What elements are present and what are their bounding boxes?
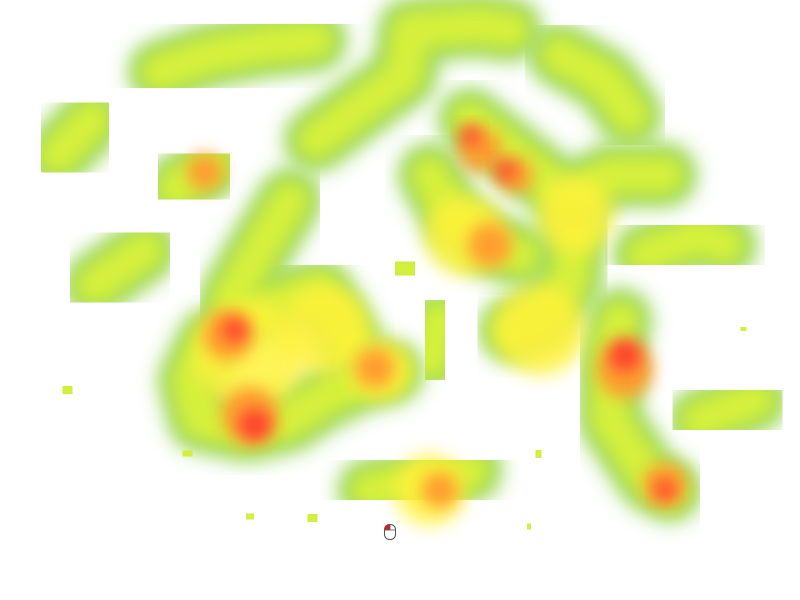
heat-warm-spot [468,223,512,267]
heat-mid-stroke [540,35,650,135]
heat-mid-blob [495,285,585,375]
heat-mid-stroke [517,432,560,476]
heat-hot-core [239,409,271,441]
heat-mid-stroke [38,100,112,175]
heat-mid-blob [280,285,370,375]
heat-layer-hot [187,125,687,508]
heat-mid-stroke [165,432,210,475]
heat-mid-stroke [140,20,335,92]
heat-mid-stroke [680,380,775,440]
heat-mid-stroke [228,495,272,538]
heat-mid-stroke [625,215,745,275]
heat-mid-stroke [75,230,165,305]
heat-hot-core [495,160,515,180]
heat-mid-stroke [410,300,460,380]
heat-mid-stroke [210,180,310,320]
heat-warm-spot [187,154,223,190]
heat-mid-stroke [722,308,765,350]
heat-warm-spot [355,348,395,388]
heat-mid-stroke [45,368,90,412]
heat-hot-core [460,125,480,145]
heat-mid-stroke [508,505,550,548]
heat-mid-stroke [296,5,530,160]
heat-hot-core [223,318,247,342]
mouse-icon [384,524,396,540]
heat-mid-stroke [290,496,335,540]
heat-hot-core [655,480,675,500]
heat-warm-spot [422,472,458,508]
heat-mid-blob [537,177,613,253]
heat-hot-core [609,339,641,371]
heat-mid-stroke [380,245,430,292]
